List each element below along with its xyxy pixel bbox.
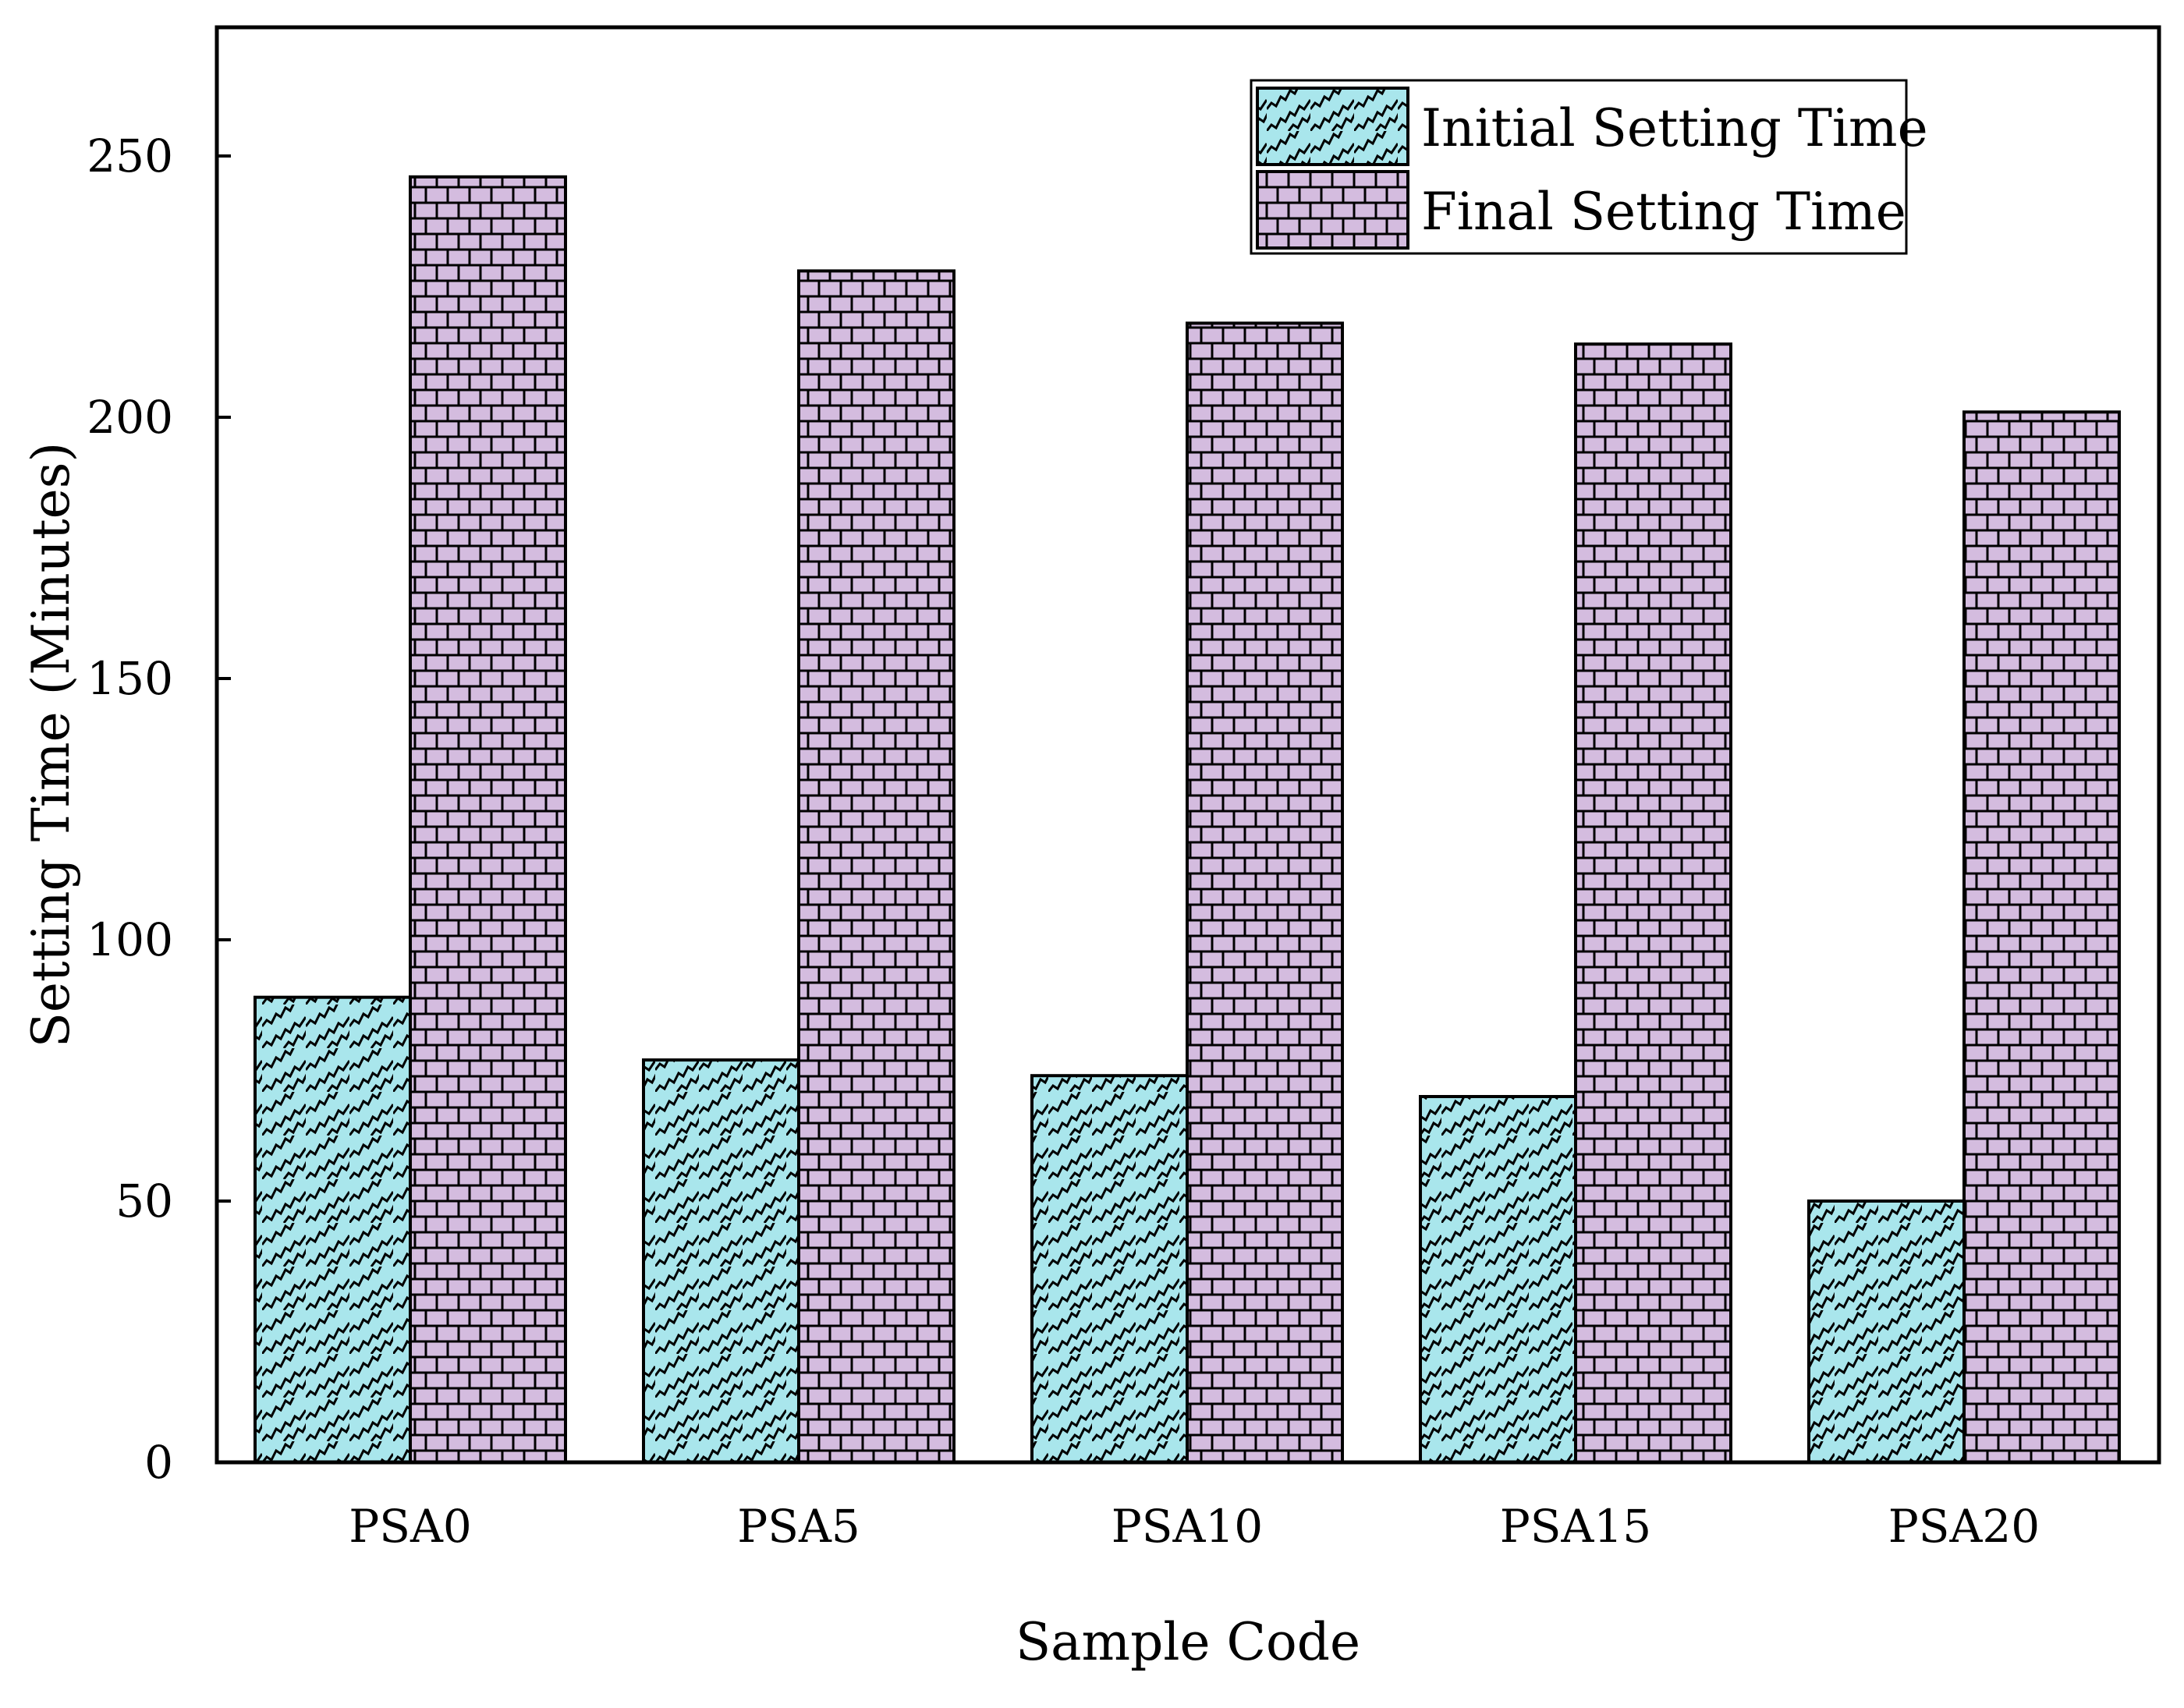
y-tick-label: 200 <box>87 391 173 444</box>
bar-final-setting-time-psa20 <box>1962 410 2121 1464</box>
x-tick-label: PSA10 <box>1112 1500 1263 1553</box>
bar-final-setting-time-psa10 <box>1186 321 1344 1464</box>
y-tick-label: 100 <box>87 913 173 966</box>
bar-initial-setting-time-psa15 <box>1419 1095 1577 1464</box>
y-tick-label: 250 <box>87 129 173 182</box>
legend-swatch-initial <box>1256 87 1409 166</box>
y-axis-title: Setting Time (Minutes) <box>21 442 81 1048</box>
y-tick-label: 50 <box>115 1175 173 1228</box>
x-tick-label: PSA5 <box>737 1500 860 1553</box>
x-tick-label: PSA15 <box>1500 1500 1651 1553</box>
bar-final-setting-time-psa5 <box>797 269 956 1464</box>
y-tick-label: 0 <box>144 1436 173 1489</box>
x-axis-ticks: PSA0 PSA5 PSA10 PSA15 PSA20 <box>349 1500 2040 1553</box>
x-axis-title: Sample Code <box>1016 1612 1360 1672</box>
bar-final-setting-time-psa15 <box>1574 342 1732 1465</box>
bar-final-setting-time-psa0 <box>409 175 567 1464</box>
bar-initial-setting-time-psa10 <box>1030 1074 1189 1464</box>
x-tick-label: PSA0 <box>349 1500 472 1553</box>
bars-layer <box>254 175 2121 1465</box>
legend-label-initial: Initial Setting Time <box>1421 98 1928 158</box>
plot-frame <box>214 25 2161 1465</box>
y-tick-label: 150 <box>87 652 173 705</box>
legend-swatch-final <box>1256 170 1409 250</box>
bar-initial-setting-time-psa0 <box>254 995 412 1464</box>
legend: Initial Setting Time Final Setting Time <box>1250 79 1928 255</box>
x-tick-label: PSA20 <box>1888 1500 2040 1553</box>
bar-initial-setting-time-psa5 <box>642 1058 800 1464</box>
legend-label-final: Final Setting Time <box>1421 182 1906 242</box>
bar-initial-setting-time-psa20 <box>1807 1199 1966 1464</box>
y-axis-ticks: 0 50 100 150 200 250 <box>87 129 231 1489</box>
